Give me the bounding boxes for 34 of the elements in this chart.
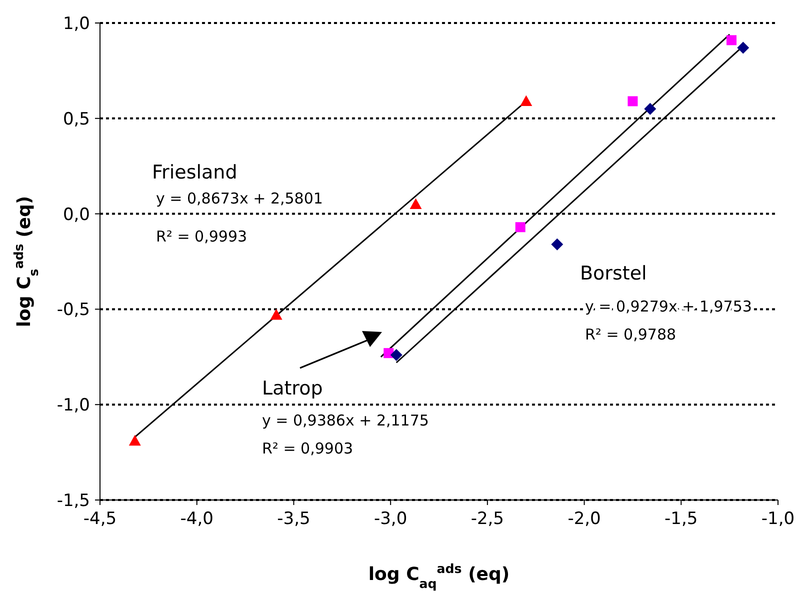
point: [390, 348, 402, 361]
x-tick-label: -1,0: [761, 509, 795, 529]
x-tick-label: -3,0: [374, 509, 408, 529]
point: [515, 222, 526, 232]
y-tick-label: 1,0: [62, 14, 90, 34]
annotation: Friesland: [152, 162, 238, 184]
annotation: Latrop: [262, 378, 323, 400]
point: [726, 35, 737, 46]
annotation: R² = 0,9993: [156, 227, 248, 246]
y-tick-label: -0,5: [56, 300, 90, 320]
point: [737, 42, 750, 54]
annotation: R² = 0,9788: [585, 325, 676, 344]
x-axis-title: log C$_{aq}$$^{ads}$ (eq): [368, 560, 510, 590]
y-tick-label: 0,0: [62, 204, 90, 225]
x-tick-label: -3,5: [277, 509, 310, 529]
point: [410, 198, 422, 210]
point: [551, 238, 564, 250]
x-tick-label: -2,0: [568, 509, 601, 529]
y-tick-label: -1,5: [56, 490, 90, 511]
point: [644, 102, 656, 115]
point: [270, 308, 282, 320]
x-tick-label: -1,5: [664, 509, 698, 529]
annotation: y = 0,9386x + 2,1175: [262, 411, 429, 430]
x-tick-label: -4,0: [180, 509, 214, 529]
y-tick-label: 0,5: [62, 109, 90, 130]
annotation: y = 0,8673x + 2,5801: [156, 189, 323, 208]
annotation: Borstel: [580, 262, 647, 285]
point: [128, 434, 141, 446]
x-tick-label: -4,5: [83, 509, 117, 529]
x-tick-label: -2,5: [470, 509, 504, 529]
point: [628, 96, 638, 106]
point: [520, 95, 532, 106]
annotation: R² = 0,9903: [262, 439, 354, 458]
y-tick-label: -1,0: [56, 396, 90, 416]
